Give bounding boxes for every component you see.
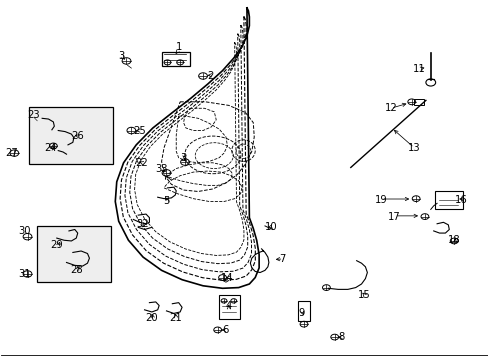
Text: 9: 9 <box>298 309 305 318</box>
Text: 16: 16 <box>454 195 467 205</box>
Text: 4: 4 <box>225 301 231 311</box>
Text: 3: 3 <box>118 51 124 61</box>
Bar <box>29 107 113 164</box>
Text: 32: 32 <box>137 219 149 229</box>
Text: 30: 30 <box>18 226 30 236</box>
Text: 29: 29 <box>50 240 63 250</box>
Text: 17: 17 <box>387 212 400 221</box>
Text: 25: 25 <box>133 126 146 135</box>
Bar <box>298 301 310 320</box>
Text: 13: 13 <box>407 143 420 153</box>
Bar <box>161 52 189 66</box>
Text: 5: 5 <box>163 196 169 206</box>
Bar <box>434 191 462 210</box>
Bar <box>37 226 111 282</box>
Text: 6: 6 <box>222 325 228 335</box>
Text: 3: 3 <box>180 153 186 163</box>
Bar <box>413 99 424 105</box>
Text: 21: 21 <box>168 313 181 323</box>
Text: 33: 33 <box>155 164 167 174</box>
Text: 24: 24 <box>44 143 57 153</box>
Text: 2: 2 <box>207 71 213 81</box>
Text: 20: 20 <box>145 313 158 323</box>
Text: 19: 19 <box>374 195 386 205</box>
Text: 27: 27 <box>5 148 18 158</box>
Text: 31: 31 <box>18 269 30 279</box>
Text: 23: 23 <box>27 110 40 120</box>
Text: 22: 22 <box>135 158 147 168</box>
Text: 12: 12 <box>384 103 396 113</box>
Text: 26: 26 <box>71 131 84 141</box>
Bar <box>219 296 239 319</box>
Text: 8: 8 <box>337 332 344 342</box>
Text: 14: 14 <box>221 273 233 283</box>
Text: 15: 15 <box>357 291 369 301</box>
Text: 10: 10 <box>264 222 277 232</box>
Text: 28: 28 <box>70 265 82 275</box>
Text: 1: 1 <box>175 42 182 52</box>
Text: 7: 7 <box>279 254 285 264</box>
Text: 11: 11 <box>412 64 425 74</box>
Text: 18: 18 <box>447 235 460 245</box>
